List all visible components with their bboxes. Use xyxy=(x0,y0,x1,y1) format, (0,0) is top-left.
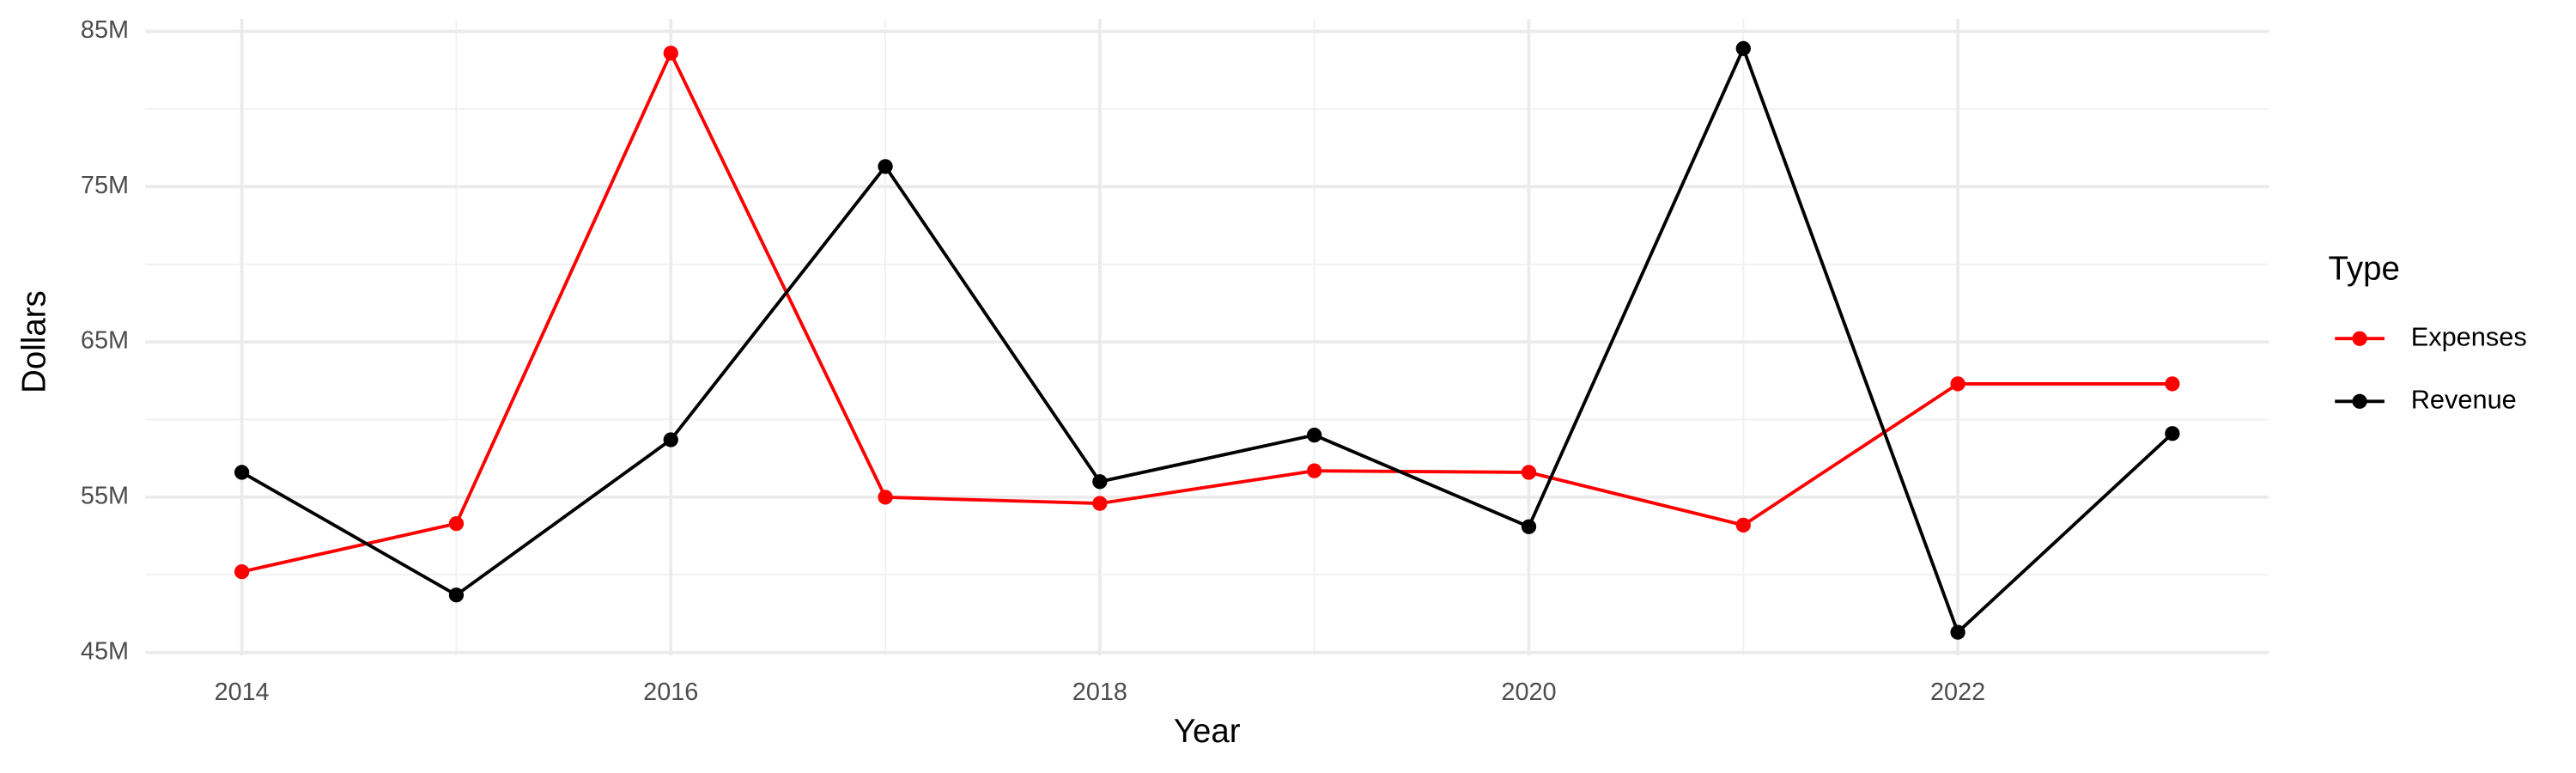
x-tick-label: 2022 xyxy=(1930,679,1985,706)
legend-label: Expenses xyxy=(2411,321,2527,351)
point xyxy=(2165,426,2180,441)
y-tick-label: 65M xyxy=(81,327,129,355)
legend-key-point xyxy=(2352,393,2367,409)
point xyxy=(448,515,465,532)
point xyxy=(234,465,250,480)
point xyxy=(878,159,893,174)
x-tick-label: 2014 xyxy=(215,679,270,706)
y-tick-label: 85M xyxy=(81,16,129,44)
legend-title: Type xyxy=(2329,251,2400,288)
point xyxy=(1521,519,1537,534)
point xyxy=(663,46,678,61)
x-tick-label: 2016 xyxy=(643,679,698,706)
point xyxy=(448,587,465,603)
point xyxy=(2165,376,2180,392)
x-tick-label: 2018 xyxy=(1072,679,1127,706)
y-tick-label: 55M xyxy=(81,483,129,510)
line xyxy=(241,49,2172,574)
point xyxy=(1307,427,1322,443)
point xyxy=(1735,517,1751,533)
point xyxy=(1307,463,1322,478)
point xyxy=(1092,496,1108,511)
point xyxy=(1521,465,1537,480)
point xyxy=(1092,474,1108,490)
point xyxy=(1950,376,1965,392)
series xyxy=(234,46,2180,580)
legend-label: Revenue xyxy=(2411,384,2517,414)
grid xyxy=(145,19,2269,656)
y-tick-label: 75M xyxy=(81,172,129,199)
line xyxy=(240,44,2174,636)
y-axis-title: Dollars xyxy=(15,290,52,393)
point xyxy=(234,564,250,580)
legend-key-point xyxy=(2352,331,2367,346)
series xyxy=(234,40,2180,640)
point xyxy=(878,490,893,505)
x-axis-title: Year xyxy=(1174,713,1241,750)
point xyxy=(1950,624,1965,640)
x-tick-label: 2020 xyxy=(1501,679,1556,706)
point xyxy=(663,432,678,447)
point xyxy=(1735,40,1751,57)
y-tick-label: 45M xyxy=(81,637,129,665)
